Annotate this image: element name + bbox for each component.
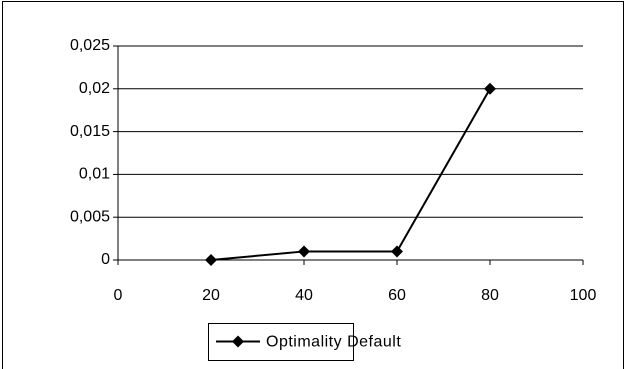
- marker: [484, 82, 496, 95]
- legend-swatch-marker: [232, 335, 244, 348]
- x-tick-label: 80: [481, 287, 499, 304]
- y-tick-label: 0,02: [79, 80, 110, 97]
- y-tick-label: 0,005: [70, 208, 110, 225]
- series-line: [210, 88, 491, 261]
- marker: [391, 245, 403, 258]
- marker: [205, 254, 217, 266]
- marker: [298, 245, 310, 258]
- y-tick-label: 0,015: [70, 123, 110, 140]
- x-tick-label: 20: [202, 287, 220, 304]
- x-tick-label: 100: [570, 287, 597, 304]
- y-tick-label: 0,01: [79, 166, 110, 183]
- x-tick-label: 40: [295, 287, 313, 304]
- y-tick-label: 0: [101, 251, 110, 268]
- y-tick-label: 0,025: [70, 37, 110, 54]
- legend-label: Optimality Default: [266, 334, 401, 351]
- x-tick-label: 0: [114, 287, 123, 304]
- x-tick-label: 60: [388, 287, 406, 304]
